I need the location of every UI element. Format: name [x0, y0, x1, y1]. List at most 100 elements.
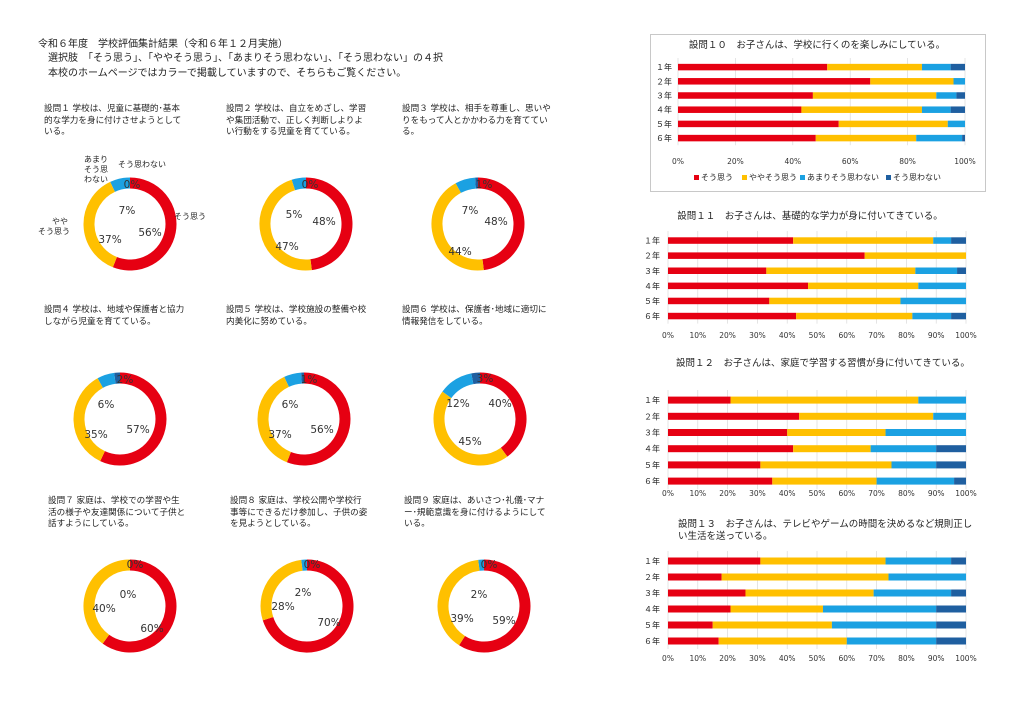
donut-value-label-somewhat: 35%	[84, 429, 107, 441]
bar-segment-disagree	[951, 237, 966, 244]
bar-chart-q13: 0% 10% 20% 30% 40% 50% 60% 70% 80% 90% 100% １年 ２年 ３年 ４…	[644, 551, 977, 663]
bar-segment-somewhat	[793, 445, 871, 453]
bar-segment-somewhat	[760, 557, 886, 565]
donut-value-label-agree: 56%	[138, 227, 161, 239]
bar-segment-agree	[668, 573, 722, 581]
x-tick-label: 80%	[898, 331, 915, 340]
donut-q1-category-labels: あまり そう思 わない そう思わない そう思う やや そう思う	[38, 155, 206, 236]
question-4-text: 設問４ 学校は、地域や保護者と協力しながら児童を育てている。	[44, 305, 185, 327]
bar-segment-little	[916, 134, 963, 142]
category-label: ５年	[644, 296, 660, 306]
label-somewhat-2: そう思う	[38, 227, 70, 236]
bar-segment-little	[846, 637, 937, 645]
donut-value-label-disagree: 1%	[301, 374, 318, 386]
legend-swatch-little	[800, 175, 805, 180]
question-6-text: 設問６ 学校は、保護者･地域に適切に情報発信をしている。	[402, 305, 547, 327]
bar-segment-agree	[668, 282, 809, 290]
bar-chart-q11: 設問１１ お子さんは、基礎的な学力が身に付いてきている。 0% 10% 20% 30% 4…	[644, 210, 977, 340]
x-tick-label: 100%	[955, 331, 976, 340]
bar-chart-title: 設問１０ お子さんは、学校に行くのを楽しみにしている。	[689, 39, 945, 51]
x-tick-label: 30%	[749, 654, 766, 663]
bar-segment-little	[947, 120, 965, 128]
bar-segment-little	[918, 282, 966, 290]
bar-segment-little	[885, 557, 952, 565]
bar-segment-agree	[668, 312, 797, 320]
x-tick-label: 10%	[689, 489, 706, 498]
bar-segment-disagree	[962, 134, 965, 142]
bar-segment-somewhat	[808, 282, 919, 290]
bar-segment-agree	[668, 429, 788, 436]
x-tick-label: 40%	[779, 489, 796, 498]
donut-segment-somewhat	[431, 183, 484, 271]
x-tick-label: 90%	[928, 654, 945, 663]
donut-segment-agree	[477, 177, 525, 271]
bar-segment-somewhat	[870, 78, 954, 85]
category-label: ６年	[644, 311, 660, 321]
donut-chart-q9: 59% 39% 2% 0%	[437, 559, 531, 653]
donut-value-label-somewhat: 39%	[450, 613, 473, 625]
donut-value-label-little: 6%	[282, 399, 299, 411]
bar-segment-disagree	[936, 605, 966, 613]
donut-value-label-somewhat: 47%	[275, 241, 298, 253]
x-tick-label: 60%	[838, 331, 855, 340]
bar-segment-somewhat	[801, 106, 922, 113]
donut-segment-somewhat	[83, 559, 131, 644]
x-tick-label: 40%	[779, 331, 796, 340]
x-tick-label: 50%	[809, 331, 826, 340]
donut-value-label-little: 0%	[120, 589, 137, 601]
category-label: ３年	[644, 588, 660, 598]
bar-chart-q12: 0% 10% 20% 30% 40% 50% 60% 70% 80% 90% 100% １年 ２年 ３年 ４…	[644, 390, 977, 498]
question-1-text: 設問１ 学校は、児童に基礎的･基本的な学力を身に付けさせようとしている。	[44, 104, 182, 137]
x-tick-label: 100%	[954, 157, 975, 166]
x-tick-label: 0%	[662, 654, 674, 663]
category-label: ６年	[656, 133, 672, 143]
x-tick-label: 70%	[868, 654, 885, 663]
bar-segment-agree	[668, 637, 719, 645]
donut-chart-q4: 57% 35% 6% 2%	[73, 372, 167, 466]
bar-segment-somewhat	[796, 312, 913, 320]
x-tick-label: 80%	[898, 489, 915, 498]
x-tick-label: 90%	[928, 489, 945, 498]
bar-segment-disagree	[957, 267, 966, 274]
category-label: ２年	[644, 411, 660, 421]
bar-segment-little	[873, 589, 952, 597]
bar-segment-agree	[678, 106, 802, 113]
category-label: ３年	[644, 266, 660, 276]
donut-value-label-agree: 60%	[140, 623, 163, 635]
x-tick-label: 10%	[689, 654, 706, 663]
donut-segment-disagree	[471, 372, 481, 385]
donut-chart-q2: 48% 47% 5% 0%	[259, 177, 353, 271]
x-tick-label: 10%	[689, 331, 706, 340]
x-tick-label: 100%	[955, 489, 976, 498]
x-tick-label: 70%	[868, 489, 885, 498]
bar-segment-somewhat	[745, 589, 874, 597]
donut-chart-q1: 56% 37% 7% 0%	[83, 177, 177, 271]
donut-value-label-disagree: 3%	[477, 373, 494, 385]
donut-value-label-agree: 40%	[488, 398, 511, 410]
bar-segment-somewhat	[760, 461, 892, 469]
x-tick-label: 0%	[672, 157, 684, 166]
category-label: ４年	[644, 604, 660, 614]
bar-segment-disagree	[936, 637, 966, 645]
donut-segment-somewhat	[259, 179, 312, 271]
bar-segment-agree	[668, 605, 731, 613]
bar-segment-somewhat	[787, 429, 886, 436]
category-label: ４年	[656, 105, 672, 115]
bar-segment-agree	[668, 252, 865, 259]
label-little: あまり	[84, 155, 108, 164]
x-tick-label: 60%	[838, 654, 855, 663]
question-8-text: 設問８ 家庭は、学校公開や学校行事等にできるだけ参加し、子供の姿を見ようとしてい…	[230, 496, 368, 529]
bar-segment-somewhat	[812, 92, 937, 99]
bar-chart-q10: 設問１０ お子さんは、学校に行くのを楽しみにしている。 0% 20% 40% 60% 80…	[656, 39, 976, 182]
bar-segment-agree	[678, 92, 813, 99]
bar-segment-agree	[668, 412, 800, 420]
donut-value-label-little: 2%	[471, 589, 488, 601]
donut-segment-somewhat	[73, 378, 106, 462]
bar-segment-agree	[678, 78, 871, 85]
bar-segment-agree	[668, 589, 746, 597]
bar-segment-agree	[668, 267, 767, 274]
bar-segment-little	[900, 297, 966, 305]
bar-segment-disagree	[936, 461, 966, 469]
bar-segment-little	[918, 396, 966, 404]
bar-segment-somewhat	[838, 120, 948, 128]
